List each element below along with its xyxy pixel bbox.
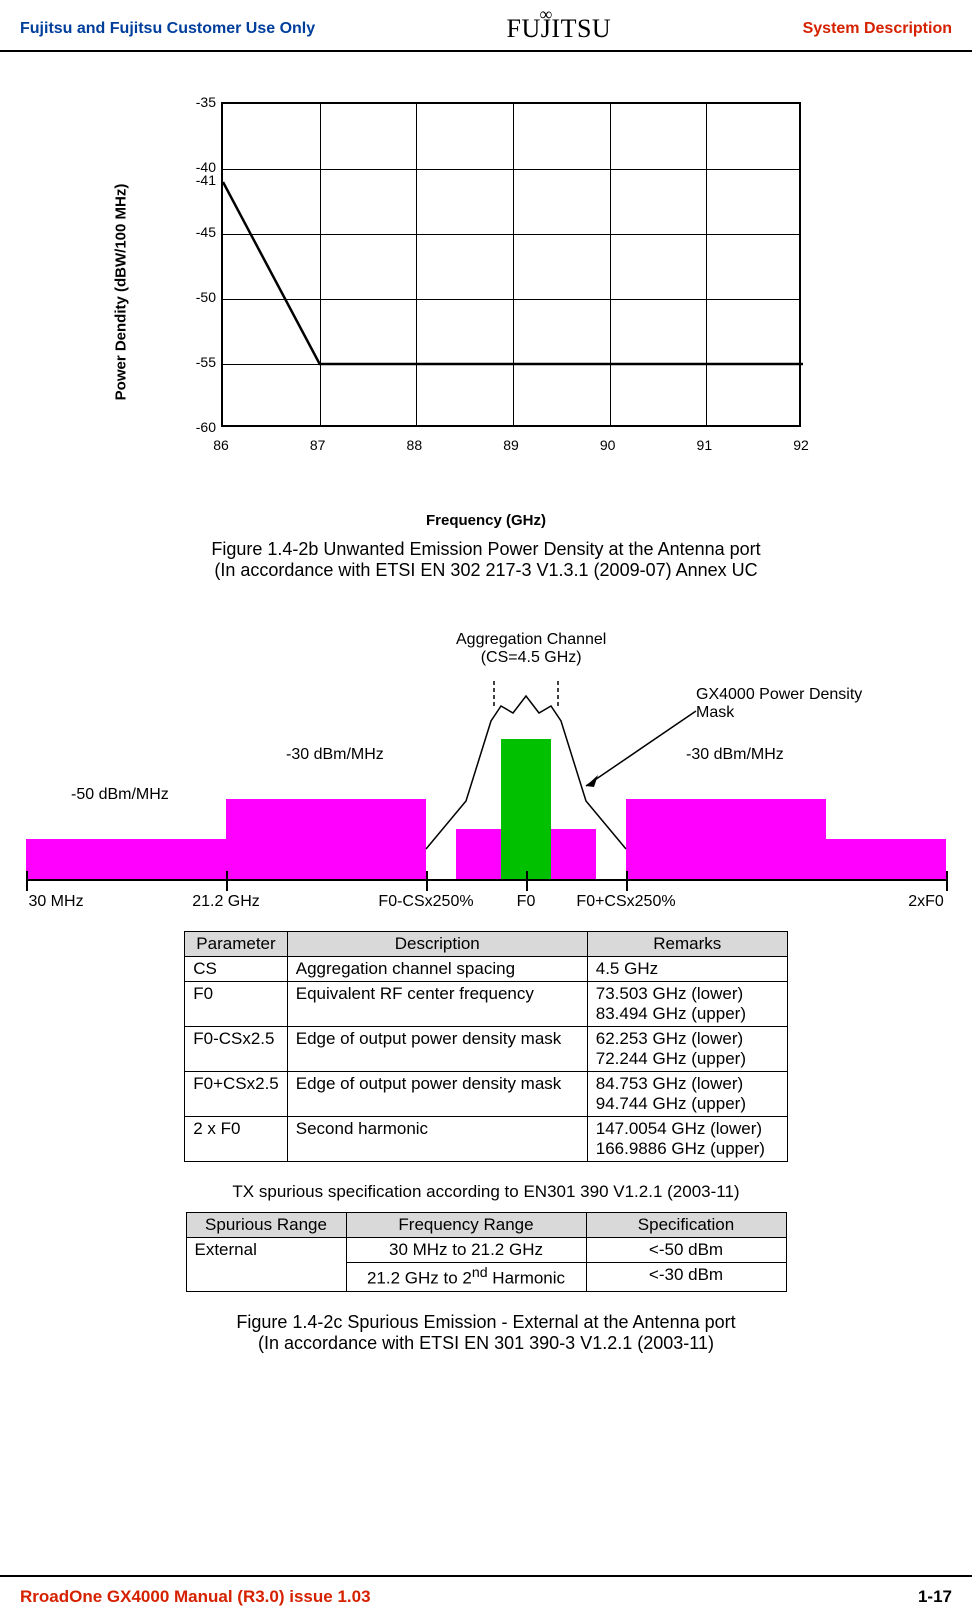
page-footer: RroadOne GX4000 Manual (R3.0) issue 1.03… xyxy=(0,1575,972,1607)
diagram-tick xyxy=(426,871,428,891)
table-cell: CS xyxy=(185,957,288,982)
table-header: Frequency Range xyxy=(346,1213,586,1238)
fujitsu-logo: FUJ∞ITSU xyxy=(315,14,802,44)
xtick: 87 xyxy=(310,437,326,453)
diagram-tick xyxy=(226,871,228,891)
diagram-baseline xyxy=(26,879,946,881)
figure-caption-1: Figure 1.4-2b Unwanted Emission Power De… xyxy=(10,539,962,581)
diagram-tick xyxy=(946,871,948,891)
page-content: Power Dendity (dBW/100 MHz) -35-40-41-45… xyxy=(0,92,972,1354)
table-header: Description xyxy=(287,932,587,957)
page-header: Fujitsu and Fujitsu Customer Use Only FU… xyxy=(0,0,972,52)
table-cell: 30 MHz to 21.2 GHz xyxy=(346,1238,586,1263)
table-cell: 4.5 GHz xyxy=(587,957,787,982)
chart-plot-area xyxy=(221,102,801,427)
diagram-xlabel: F0-CSx250% xyxy=(378,893,473,911)
ytick: -41 xyxy=(186,172,216,188)
table-cell: <-30 dBm xyxy=(586,1263,786,1292)
table-cell: 147.0054 GHz (lower)166.9886 GHz (upper) xyxy=(587,1117,787,1162)
table-row: F0-CSx2.5Edge of output power density ma… xyxy=(185,1027,788,1072)
xtick: 89 xyxy=(503,437,519,453)
diagram-xlabel: 2xF0 xyxy=(908,893,944,911)
table-cell: 62.253 GHz (lower)72.244 GHz (upper) xyxy=(587,1027,787,1072)
xtick: 91 xyxy=(697,437,713,453)
mask-outline xyxy=(16,631,956,891)
caption-line: Figure 1.4-2c Spurious Emission - Extern… xyxy=(10,1312,962,1333)
xtick: 88 xyxy=(407,437,423,453)
table-cell: 84.753 GHz (lower)94.744 GHz (upper) xyxy=(587,1072,787,1117)
table-cell: <-50 dBm xyxy=(586,1238,786,1263)
diagram-xlabel: 30 MHz xyxy=(28,893,83,911)
chart-xlabel: Frequency (GHz) xyxy=(10,512,962,529)
chart-ylabel: Power Dendity (dBW/100 MHz) xyxy=(113,184,130,401)
table-row: F0+CSx2.5Edge of output power density ma… xyxy=(185,1072,788,1117)
table-cell: F0+CSx2.5 xyxy=(185,1072,288,1117)
table-header: Specification xyxy=(586,1213,786,1238)
header-right: System Description xyxy=(803,20,952,38)
table-row: External30 MHz to 21.2 GHz<-50 dBm xyxy=(186,1238,786,1263)
spurious-heading: TX spurious specification according to E… xyxy=(10,1182,962,1202)
table-cell: Second harmonic xyxy=(287,1117,587,1162)
figure-caption-2: Figure 1.4-2c Spurious Emission - Extern… xyxy=(10,1312,962,1354)
table-cell: 21.2 GHz to 2nd Harmonic xyxy=(346,1263,586,1292)
diagram-tick xyxy=(626,871,628,891)
table-cell: Edge of output power density mask xyxy=(287,1072,587,1117)
caption-line: Figure 1.4-2b Unwanted Emission Power De… xyxy=(10,539,962,560)
spurious-table: Spurious RangeFrequency RangeSpecificati… xyxy=(186,1212,787,1292)
table-cell: External xyxy=(186,1238,346,1292)
ytick: -45 xyxy=(186,224,216,240)
chart-data-line xyxy=(223,104,803,429)
header-left: Fujitsu and Fujitsu Customer Use Only xyxy=(20,20,315,38)
diagram-xlabel: F0 xyxy=(517,893,536,911)
caption-line: (In accordance with ETSI EN 302 217-3 V1… xyxy=(10,560,962,581)
table-row: 2 x F0Second harmonic147.0054 GHz (lower… xyxy=(185,1117,788,1162)
table-cell: Aggregation channel spacing xyxy=(287,957,587,982)
footer-left: RroadOne GX4000 Manual (R3.0) issue 1.03 xyxy=(20,1587,371,1607)
ytick: -60 xyxy=(186,419,216,435)
xtick: 86 xyxy=(213,437,229,453)
table-header: Spurious Range xyxy=(186,1213,346,1238)
xtick: 92 xyxy=(793,437,809,453)
table-cell: Edge of output power density mask xyxy=(287,1027,587,1072)
diagram-tick xyxy=(526,871,528,891)
footer-right: 1-17 xyxy=(918,1587,952,1607)
diagram-tick xyxy=(26,871,28,891)
table-cell: Equivalent RF center frequency xyxy=(287,982,587,1027)
parameter-table: ParameterDescriptionRemarksCSAggregation… xyxy=(184,931,788,1162)
table-header: Parameter xyxy=(185,932,288,957)
ytick: -35 xyxy=(186,94,216,110)
spurious-diagram: Aggregation Channel (CS=4.5 GHz) GX4000 … xyxy=(16,631,956,911)
table-cell: 73.503 GHz (lower)83.494 GHz (upper) xyxy=(587,982,787,1027)
diagram-xlabel: F0+CSx250% xyxy=(576,893,675,911)
table-cell: F0-CSx2.5 xyxy=(185,1027,288,1072)
table-row: CSAggregation channel spacing4.5 GHz xyxy=(185,957,788,982)
caption-line: (In accordance with ETSI EN 301 390-3 V1… xyxy=(10,1333,962,1354)
diagram-xlabel: 21.2 GHz xyxy=(192,893,260,911)
xtick: 90 xyxy=(600,437,616,453)
ytick: -50 xyxy=(186,289,216,305)
ytick: -55 xyxy=(186,354,216,370)
emission-chart: Power Dendity (dBW/100 MHz) -35-40-41-45… xyxy=(151,92,821,492)
table-row: F0Equivalent RF center frequency73.503 G… xyxy=(185,982,788,1027)
table-cell: F0 xyxy=(185,982,288,1027)
table-cell: 2 x F0 xyxy=(185,1117,288,1162)
table-header: Remarks xyxy=(587,932,787,957)
